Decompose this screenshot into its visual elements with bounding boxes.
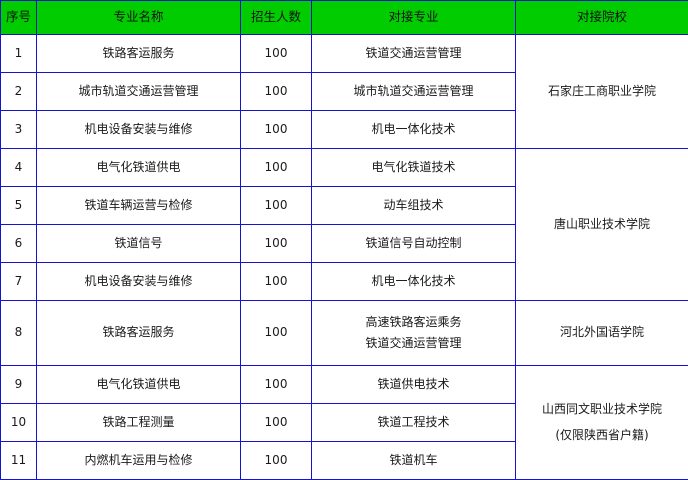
cell-row-index: 6 xyxy=(1,225,37,263)
target-major-lines: 铁道交通运营管理 xyxy=(314,43,513,64)
cell-enrollment-quota: 100 xyxy=(241,442,312,480)
cell-partner-school: 唐山职业技术学院 xyxy=(516,149,688,301)
cell-partner-school: 石家庄工商职业学院 xyxy=(516,35,688,149)
cell-enrollment-quota: 100 xyxy=(241,35,312,73)
cell-row-index: 11 xyxy=(1,442,37,480)
cell-major-name: 机电设备安装与维修 xyxy=(37,111,241,149)
cell-target-major: 铁道供电技术 xyxy=(312,366,516,404)
cell-row-index: 10 xyxy=(1,404,37,442)
partner-school-name: 石家庄工商职业学院 xyxy=(518,83,686,100)
cell-enrollment-quota: 100 xyxy=(241,225,312,263)
cell-target-major: 铁道机车 xyxy=(312,442,516,480)
cell-row-index: 9 xyxy=(1,366,37,404)
cell-major-name: 电气化铁道供电 xyxy=(37,366,241,404)
cell-row-index: 1 xyxy=(1,35,37,73)
target-major-lines: 高速铁路客运乘务铁道交通运营管理 xyxy=(314,312,513,355)
cell-major-name: 铁道信号 xyxy=(37,225,241,263)
partner-school-note: (仅限陕西省户籍) xyxy=(518,427,686,444)
target-major-line: 铁道交通运营管理 xyxy=(314,333,513,354)
cell-major-name: 铁路客运服务 xyxy=(37,301,241,366)
cell-enrollment-quota: 100 xyxy=(241,187,312,225)
cell-enrollment-quota: 100 xyxy=(241,301,312,366)
column-header-target: 对接专业 xyxy=(312,1,516,35)
partner-school-name: 山西同文职业技术学院 xyxy=(518,401,686,418)
cell-major-name: 铁道车辆运营与检修 xyxy=(37,187,241,225)
cell-target-major: 高速铁路客运乘务铁道交通运营管理 xyxy=(312,301,516,366)
target-major-lines: 铁道机车 xyxy=(314,450,513,471)
cell-enrollment-quota: 100 xyxy=(241,366,312,404)
target-major-line: 铁道信号自动控制 xyxy=(314,233,513,254)
column-header-index: 序号 xyxy=(1,1,37,35)
cell-target-major: 动车组技术 xyxy=(312,187,516,225)
target-major-lines: 铁道供电技术 xyxy=(314,374,513,395)
cell-enrollment-quota: 100 xyxy=(241,111,312,149)
target-major-lines: 城市轨道交通运营管理 xyxy=(314,81,513,102)
cell-partner-school: 河北外国语学院 xyxy=(516,301,688,366)
target-major-line: 铁道供电技术 xyxy=(314,374,513,395)
cell-row-index: 2 xyxy=(1,73,37,111)
header-row: 序号 专业名称 招生人数 对接专业 对接院校 xyxy=(1,1,688,35)
cell-major-name: 城市轨道交通运营管理 xyxy=(37,73,241,111)
target-major-line: 动车组技术 xyxy=(314,195,513,216)
table-header: 序号 专业名称 招生人数 对接专业 对接院校 xyxy=(1,1,688,35)
cell-target-major: 机电一体化技术 xyxy=(312,263,516,301)
cell-row-index: 4 xyxy=(1,149,37,187)
cell-enrollment-quota: 100 xyxy=(241,149,312,187)
cell-row-index: 5 xyxy=(1,187,37,225)
cell-partner-school: 山西同文职业技术学院 (仅限陕西省户籍) xyxy=(516,366,688,480)
cell-enrollment-quota: 100 xyxy=(241,263,312,301)
cell-row-index: 7 xyxy=(1,263,37,301)
cell-major-name: 铁路客运服务 xyxy=(37,35,241,73)
target-major-lines: 机电一体化技术 xyxy=(314,271,513,292)
partner-school-name: 河北外国语学院 xyxy=(518,324,686,341)
target-major-line: 铁道机车 xyxy=(314,450,513,471)
target-major-lines: 铁道工程技术 xyxy=(314,412,513,433)
target-major-line: 机电一体化技术 xyxy=(314,271,513,292)
cell-target-major: 城市轨道交通运营管理 xyxy=(312,73,516,111)
cell-enrollment-quota: 100 xyxy=(241,73,312,111)
cell-row-index: 8 xyxy=(1,301,37,366)
column-header-quota: 招生人数 xyxy=(241,1,312,35)
column-header-major: 专业名称 xyxy=(37,1,241,35)
cell-target-major: 机电一体化技术 xyxy=(312,111,516,149)
cell-major-name: 内燃机车运用与检修 xyxy=(37,442,241,480)
cell-major-name: 铁路工程测量 xyxy=(37,404,241,442)
cell-major-name: 机电设备安装与维修 xyxy=(37,263,241,301)
cell-enrollment-quota: 100 xyxy=(241,404,312,442)
target-major-line: 高速铁路客运乘务 xyxy=(314,312,513,333)
cell-target-major: 铁道信号自动控制 xyxy=(312,225,516,263)
target-major-line: 城市轨道交通运营管理 xyxy=(314,81,513,102)
target-major-lines: 机电一体化技术 xyxy=(314,119,513,140)
column-header-school: 对接院校 xyxy=(516,1,688,35)
cell-target-major: 铁道交通运营管理 xyxy=(312,35,516,73)
target-major-line: 铁道交通运营管理 xyxy=(314,43,513,64)
cell-target-major: 铁道工程技术 xyxy=(312,404,516,442)
target-major-lines: 电气化铁道技术 xyxy=(314,157,513,178)
target-major-line: 机电一体化技术 xyxy=(314,119,513,140)
target-major-lines: 动车组技术 xyxy=(314,195,513,216)
cell-target-major: 电气化铁道技术 xyxy=(312,149,516,187)
target-major-line: 电气化铁道技术 xyxy=(314,157,513,178)
target-major-line: 铁道工程技术 xyxy=(314,412,513,433)
cell-major-name: 电气化铁道供电 xyxy=(37,149,241,187)
cell-row-index: 3 xyxy=(1,111,37,149)
partner-school-name: 唐山职业技术学院 xyxy=(518,216,686,233)
target-major-lines: 铁道信号自动控制 xyxy=(314,233,513,254)
